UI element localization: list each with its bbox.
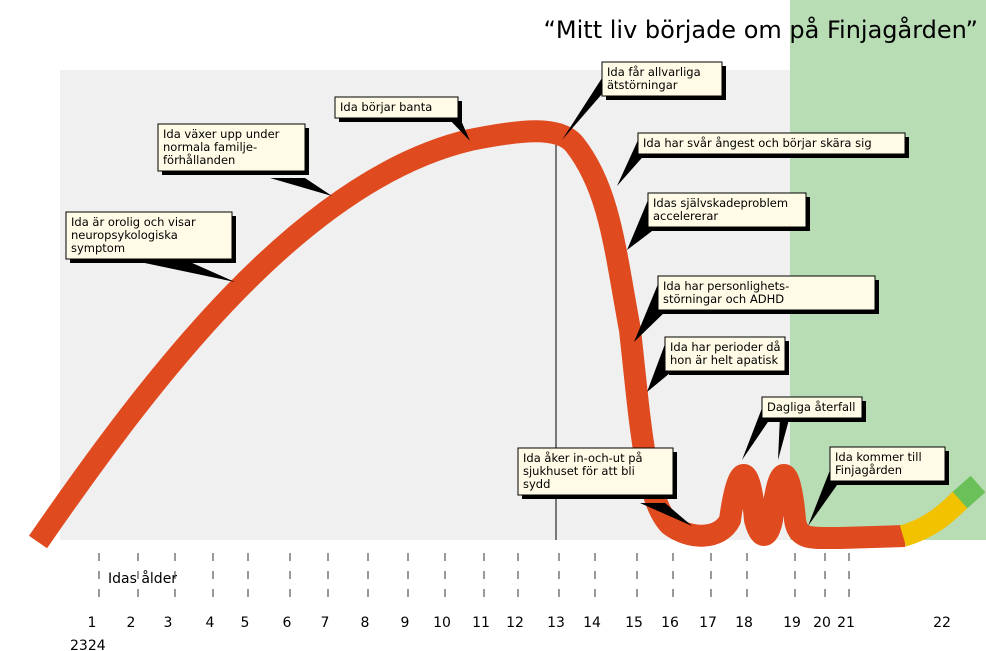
callout-pointer [808, 470, 842, 526]
age-label: 4 [206, 615, 215, 631]
callout-text: Ida åker in-och-ut på [523, 451, 643, 465]
recovery-curve [899, 490, 970, 547]
callout-text: Ida kommer till [835, 450, 922, 464]
callout-text: accelererar [653, 209, 718, 223]
age-label: 11 [472, 615, 490, 631]
age-label: 20 [813, 615, 831, 631]
callout-pointer [742, 408, 772, 460]
callout-box [829, 446, 946, 482]
callout-pointer [270, 178, 332, 196]
callout-box [761, 396, 863, 419]
callout-box [637, 132, 906, 155]
callout-text: störningar och ADHD [663, 292, 784, 306]
callout-pointer [448, 118, 470, 141]
axis-label: Idas ålder [108, 570, 177, 587]
age-label: 14 [583, 615, 601, 631]
callout-box [601, 61, 723, 97]
age-label: 19 [783, 615, 801, 631]
callout-text: sjukhuset för att bli [523, 464, 635, 478]
age-label: 7 [321, 615, 330, 631]
callout-pointer [140, 262, 235, 282]
callout-box [65, 211, 233, 260]
age-label: 9 [401, 615, 410, 631]
age-label: 1 [88, 615, 97, 631]
age-label: 16 [661, 615, 679, 631]
callout-text: Ida har personlighets- [663, 279, 789, 293]
callout-text: Ida har perioder då [670, 340, 781, 354]
callout-text: ätstörningar [607, 78, 678, 92]
callout-pointer [778, 416, 790, 460]
age-label: 17 [699, 615, 717, 631]
callout-text: normala familje- [163, 140, 257, 154]
callout-text: hon är helt apatisk [670, 353, 779, 367]
callout-text: förhållanden [163, 153, 235, 167]
age-label: 5 [241, 615, 250, 631]
callout-box [517, 447, 674, 496]
title: “Mitt liv började om på Finjagården” [543, 15, 978, 44]
age-label: 12 [506, 615, 524, 631]
age-label: 22 [933, 615, 951, 631]
callout-text: Ida har svår ångest och börjar skära sig [643, 136, 872, 150]
callout-text: Dagliga återfall [767, 400, 855, 414]
callout-box [334, 96, 459, 119]
extra-age-label: 2324 [70, 638, 106, 651]
callout-text: Ida får allvarliga [607, 65, 701, 79]
callout-box [157, 123, 306, 172]
callout-text: symptom [71, 241, 125, 255]
callout-pointer [562, 78, 602, 140]
age-label: 21 [837, 615, 855, 631]
callout-text: Ida växer upp under [163, 127, 280, 141]
callout-text: Ida är orolig och visar [71, 215, 196, 229]
callout-text: Idas självskadeproblem [653, 196, 788, 210]
callout-box [664, 336, 786, 372]
callout-box [647, 192, 807, 228]
callout-text: sydd [523, 477, 550, 491]
callout-text: neuropsykologiska [71, 228, 178, 242]
age-label: 10 [433, 615, 451, 631]
callout-box [657, 275, 876, 311]
age-label: 6 [283, 615, 292, 631]
age-label: 18 [735, 615, 753, 631]
callout-pointer [640, 503, 692, 526]
recovery-end [952, 475, 986, 509]
age-label: 15 [625, 615, 643, 631]
callout-text: Finjagården [835, 463, 902, 477]
age-label: 2 [127, 615, 136, 631]
age-label: 8 [361, 615, 370, 631]
age-label: 13 [547, 615, 565, 631]
age-label: 3 [164, 615, 173, 631]
callout-text: Ida börjar banta [340, 100, 432, 114]
